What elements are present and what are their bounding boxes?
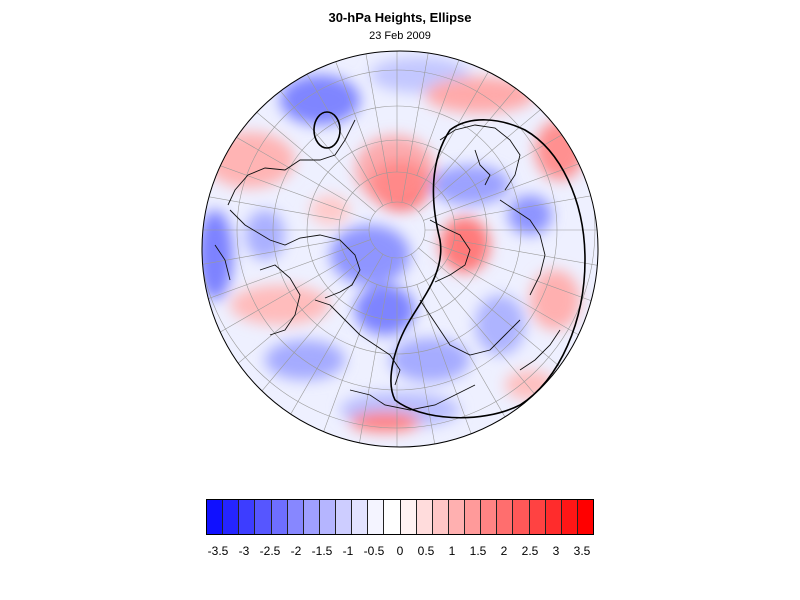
colorbar-swatch <box>416 500 433 534</box>
colorbar-tick-label: -2.5 <box>259 544 281 558</box>
colorbar-swatch <box>529 500 546 534</box>
vortex-ellipse <box>313 111 586 419</box>
meridian-line <box>454 177 598 221</box>
meridian-line <box>344 257 393 447</box>
colorbar-tick-label: -3.5 <box>207 544 229 558</box>
meridian-line <box>202 239 371 333</box>
colorbar-swatch <box>481 500 498 534</box>
colorbar-tick-label: 1.5 <box>469 544 487 558</box>
colorbar-swatch <box>239 500 256 534</box>
meridian-line <box>202 127 371 221</box>
colorbar-swatch <box>336 500 353 534</box>
colorbar-swatch <box>497 500 514 534</box>
meridian-line <box>202 177 340 221</box>
colorbar-swatch <box>432 500 449 534</box>
colorbar-swatch <box>513 500 530 534</box>
colorbar-swatch <box>207 500 224 534</box>
coastlines <box>214 119 561 411</box>
meridian-line <box>410 51 548 206</box>
colorbar-swatch <box>545 500 562 534</box>
colorbar-tick-label: -1 <box>342 544 354 558</box>
colorbar-tick-label: 0.5 <box>417 544 435 558</box>
meridian-line <box>344 51 393 203</box>
meridian-line <box>294 284 378 447</box>
map-boundary <box>201 50 599 448</box>
meridian-line <box>202 239 340 283</box>
meridian-line <box>447 258 598 381</box>
colorbar-tick-labels: -3.5 -3 -2.5 -2 -1.5 -1 -0.5 0 0.5 1 1.5 2 2.5 3 3.5 <box>206 544 594 560</box>
meridian-line <box>203 51 360 186</box>
colorbar-tick-label: -2 <box>290 544 302 558</box>
meridian-line <box>401 51 450 203</box>
colorbar-swatch <box>384 500 401 534</box>
colorbar-swatch <box>271 500 288 534</box>
map-date: 23 Feb 2009 <box>369 30 431 42</box>
meridian-line <box>202 51 376 213</box>
meridian-line <box>416 284 500 447</box>
colorbar-swatch <box>448 500 465 534</box>
colorbar-tick-label: -0.5 <box>363 544 385 558</box>
colorbar <box>206 499 594 535</box>
meridian-line <box>401 257 450 447</box>
map-title: 30-hPa Heights, Ellipse <box>328 10 472 25</box>
colorbar-swatch <box>352 500 369 534</box>
colorbar-swatch <box>319 500 336 534</box>
colorbar-swatch <box>561 500 578 534</box>
colorbar-tick-label: -1.5 <box>311 544 333 558</box>
meridian-line <box>202 247 376 424</box>
meridian-line <box>434 51 591 186</box>
colorbar-swatch <box>255 500 272 534</box>
colorbar-swatch <box>303 500 320 534</box>
meridian-line <box>447 79 598 202</box>
meridian-line <box>202 258 347 381</box>
meridian-line <box>410 254 548 447</box>
colorbar-swatch <box>465 500 482 534</box>
meridian-line <box>202 79 347 202</box>
meridian-line <box>423 239 598 333</box>
colorbar-tick-label: 3 <box>552 544 560 558</box>
colorbar-tick-label: -3 <box>238 544 250 558</box>
colorbar-swatch <box>287 500 304 534</box>
meridian-line <box>454 239 598 283</box>
meridian-line <box>416 51 500 176</box>
anomaly-field <box>202 51 598 447</box>
colorbar-tick-label: 3.5 <box>573 544 591 558</box>
colorbar-tick-label: 0 <box>396 544 404 558</box>
colorbar-swatch <box>400 500 417 534</box>
meridian-line <box>246 254 384 447</box>
colorbar-tick-label: 2 <box>500 544 508 558</box>
colorbar-swatch <box>223 500 240 534</box>
colorbar-tick-label: 1 <box>448 544 456 558</box>
meridian-line <box>246 51 384 206</box>
colorbar-tick-label: 2.5 <box>521 544 539 558</box>
colorbar-swatch <box>577 500 593 534</box>
meridian-line <box>423 127 598 221</box>
colorbar-swatch <box>368 500 385 534</box>
